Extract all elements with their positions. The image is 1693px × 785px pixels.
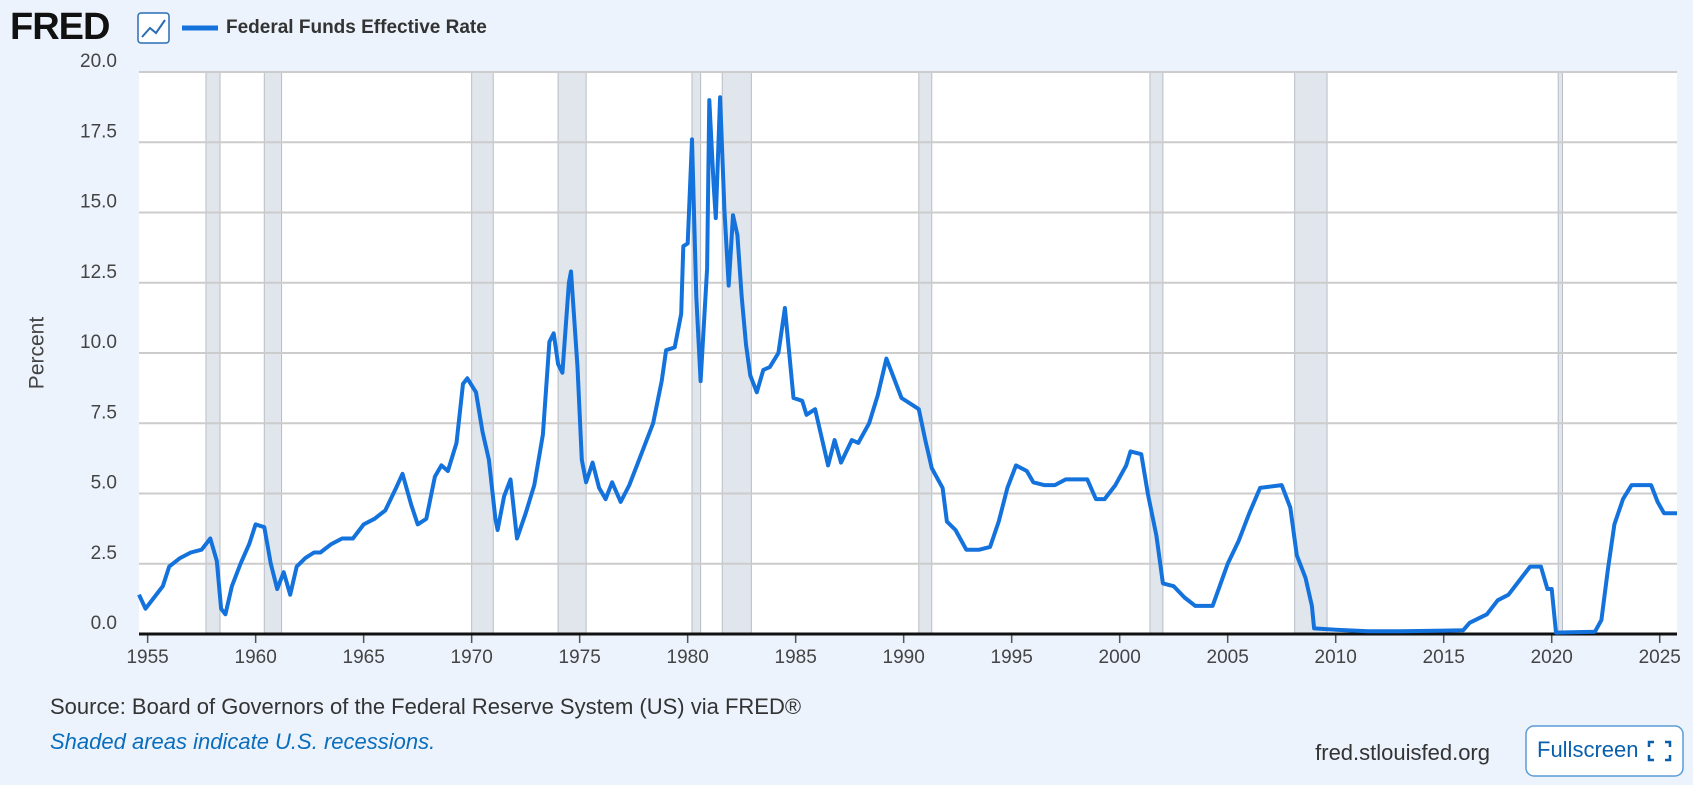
x-tick-label: 1995 (991, 647, 1033, 668)
x-tick-label: 2005 (1207, 647, 1249, 668)
x-tick-label: 1960 (235, 647, 277, 668)
y-tick-label: 5.0 (91, 473, 117, 494)
fullscreen-button[interactable]: Fullscreen (1525, 725, 1684, 777)
y-tick-label: 7.5 (91, 402, 117, 423)
y-tick-label: 0.0 (91, 613, 117, 634)
x-tick-label: 2025 (1639, 647, 1681, 668)
y-tick-label: 15.0 (80, 192, 117, 213)
x-tick-label: 2015 (1423, 647, 1465, 668)
legend-label: Federal Funds Effective Rate (226, 17, 487, 38)
x-tick-label: 1975 (559, 647, 601, 668)
y-tick-label: 2.5 (91, 543, 117, 564)
button-icon[interactable] (1647, 740, 1672, 762)
x-tick-label: 1955 (126, 647, 168, 668)
source: Source: Board of Governors of the Federa… (50, 694, 801, 719)
x-tick-label: 1990 (883, 647, 925, 668)
logo: FRED (10, 6, 109, 48)
x-tick-label: 2010 (1315, 647, 1357, 668)
site: fred.stlouisfed.org (1315, 740, 1490, 765)
x-tick-label: 1970 (451, 647, 493, 668)
button-label[interactable]: Fullscreen (1537, 737, 1638, 762)
y-tick-label: 10.0 (80, 332, 117, 353)
button-frame[interactable] (1525, 725, 1684, 777)
y-tick-label: 12.5 (80, 262, 117, 283)
y-axis-label: Percent (26, 317, 49, 390)
x-tick-label: 1980 (667, 647, 709, 668)
x-tick-label: 2000 (1099, 647, 1141, 668)
x-tick-label: 1985 (775, 647, 817, 668)
series-line (137, 95, 1677, 635)
graph-icon (137, 12, 170, 44)
x-tick-label: 1965 (343, 647, 385, 668)
y-tick-label: 17.5 (80, 121, 117, 142)
y-tick-label: 20.0 (80, 51, 117, 72)
x-tick-label: 2020 (1531, 647, 1573, 668)
recession-note: Shaded areas indicate U.S. recessions. (50, 729, 435, 754)
